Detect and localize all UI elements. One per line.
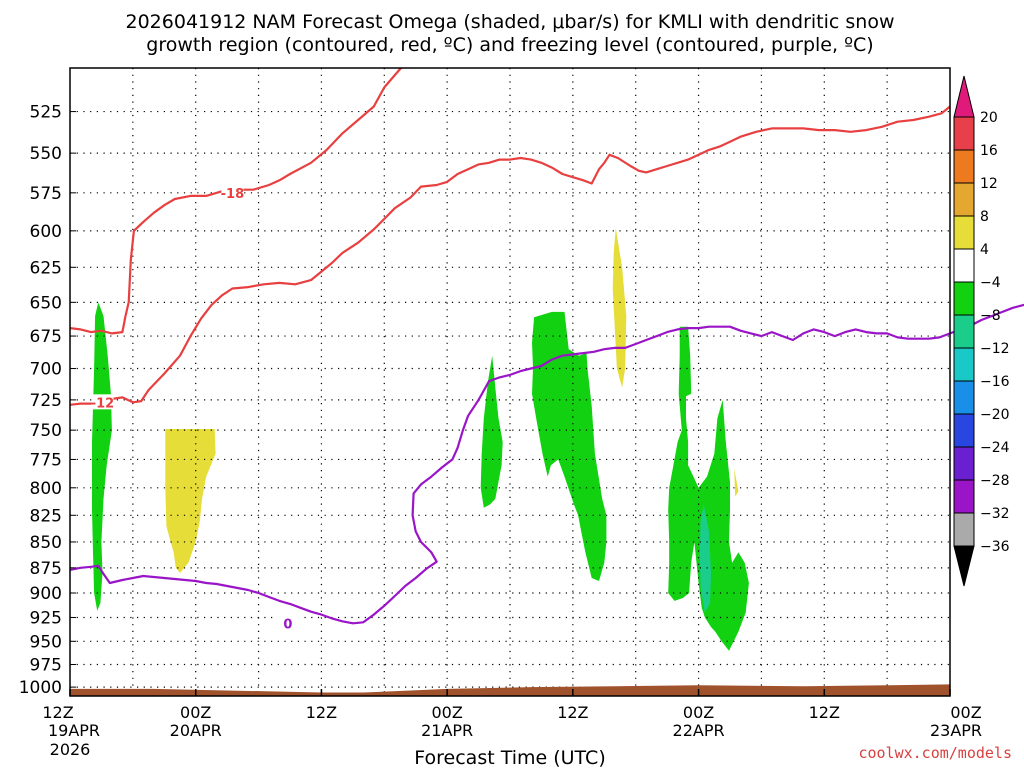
y-tick-label-825: 825	[30, 506, 62, 526]
contour-label-bg--12	[91, 394, 114, 410]
contour-layer: -18 -12 0	[69, 67, 1024, 632]
colorbar-band-0	[953, 116, 975, 151]
shaded-omega-neg-4-8-c	[532, 311, 607, 581]
shaded-omega-neg-4-8-b	[480, 355, 503, 508]
x-tick-year-0: 2026	[50, 740, 91, 759]
y-tick-label-625: 625	[30, 258, 62, 278]
y-tick-label-725: 725	[30, 391, 62, 411]
colorbar-label-9: −20	[980, 407, 1010, 423]
colorbar-band-11	[953, 479, 975, 514]
x-tick-date-60: 22APR	[673, 721, 725, 740]
colorbar-band-5	[953, 281, 975, 316]
x-tick-hour-48: 12Z	[557, 703, 588, 722]
y-tick-label-525: 525	[30, 103, 62, 123]
y-tick-label-550: 550	[30, 144, 62, 164]
contour-label-bg--18	[221, 184, 244, 200]
colorbar-label-7: −12	[980, 341, 1010, 357]
x-axis-title: Forecast Time (UTC)	[414, 747, 605, 768]
y-tick-label-925: 925	[30, 608, 62, 628]
shaded-omega-neg-4-8-a	[92, 302, 112, 611]
shaded-omega-pos-4-8-c	[734, 468, 739, 497]
y-tick-label-650: 650	[30, 293, 62, 313]
y-tick-label-750: 750	[30, 421, 62, 441]
colorbar-label-3: 8	[980, 209, 989, 225]
terrain-surface	[70, 684, 950, 696]
y-tick-label-600: 600	[30, 222, 62, 242]
colorbar-bottom-arrow	[953, 545, 975, 587]
contour-label--12: -12	[91, 396, 115, 411]
colorbar-band-8	[953, 380, 975, 415]
y-tick-label-800: 800	[30, 479, 62, 499]
colorbar-band-3	[953, 215, 975, 250]
title-line-1: 2026041912 NAM Forecast Omega (shaded, μ…	[126, 11, 895, 33]
x-tick-date-84: 23APR	[930, 721, 982, 740]
colorbar-band-7	[953, 347, 975, 382]
shaded-omega-pos-4-8-a	[165, 429, 216, 573]
colorbar-label-8: −16	[980, 374, 1010, 390]
grid-layer	[70, 68, 950, 696]
contour--12-lowloop	[69, 315, 127, 335]
colorbar-label-13: −36	[980, 539, 1010, 555]
credit-text: coolwx.com/models	[858, 744, 1012, 762]
y-tick-label-875: 875	[30, 559, 62, 579]
x-tick-hour-72: 12Z	[809, 703, 840, 722]
y-tick-label-575: 575	[30, 184, 62, 204]
colorbar-band-2	[953, 182, 975, 217]
plot-frame	[69, 67, 951, 697]
contour--12	[69, 105, 951, 406]
colorbar-label-11: −28	[980, 473, 1010, 489]
x-tick-hour-12: 00Z	[180, 703, 211, 722]
colorbar-band-10	[953, 446, 975, 481]
y-tick-label-850: 850	[30, 533, 62, 553]
colorbar-label-1: 16	[980, 143, 998, 159]
contour-label--18: -18	[221, 187, 245, 202]
colorbar-label-0: 20	[980, 110, 998, 126]
shaded-omega-neg-4-8-d	[668, 326, 749, 651]
x-tick-date-12: 20APR	[170, 721, 222, 740]
colorbar-band-4	[953, 248, 975, 283]
colorbar: 20 16 12 8 4 −4 −8 −12 −16 −20 −24 −28 −32 −36	[953, 75, 1010, 587]
contour--18	[124, 67, 402, 317]
colorbar-top-arrow	[953, 75, 975, 118]
title-line-2: growth region (contoured, red, ºC) and f…	[146, 34, 873, 56]
x-tick-date-36: 21APR	[421, 721, 473, 740]
colorbar-label-5: −4	[980, 275, 1001, 291]
x-tick-hour-36: 00Z	[431, 703, 462, 722]
y-tick-label-950: 950	[30, 632, 62, 652]
colorbar-label-6: −8	[980, 308, 1001, 324]
x-tick-hour-60: 00Z	[683, 703, 714, 722]
colorbar-label-10: −24	[980, 440, 1010, 456]
contour-label-bg-0	[276, 615, 299, 631]
y-tick-label-700: 700	[30, 360, 62, 380]
contour-0	[69, 303, 1024, 625]
y-tick-label-775: 775	[30, 450, 62, 470]
plot-area: -18 -12 0	[69, 67, 1024, 697]
colorbar-band-6	[953, 314, 975, 349]
contour-label-0: 0	[283, 617, 292, 632]
y-axis: 525 550 575 600 625 650 675 700 725 750 775 800 825 8…	[19, 103, 76, 698]
y-tick-label-900: 900	[30, 584, 62, 604]
terrain-layer	[70, 684, 950, 696]
colorbar-label-2: 12	[980, 176, 998, 192]
colorbar-label-12: −32	[980, 506, 1010, 522]
colorbar-band-9	[953, 413, 975, 448]
colorbar-label-4: 4	[980, 242, 989, 258]
y-tick-label-675: 675	[30, 327, 62, 347]
colorbar-band-1	[953, 149, 975, 184]
x-tick-hour-0: 12Z	[42, 703, 73, 722]
colorbar-band-12	[953, 512, 975, 547]
x-tick-hour-84: 00Z	[950, 703, 981, 722]
x-tick-hour-24: 12Z	[306, 703, 337, 722]
shaded-omega-neg-8-12	[699, 504, 712, 613]
y-tick-label-975: 975	[30, 655, 62, 675]
y-tick-label-1000: 1000	[19, 678, 62, 698]
x-tick-date-0: 19APR	[48, 721, 100, 740]
